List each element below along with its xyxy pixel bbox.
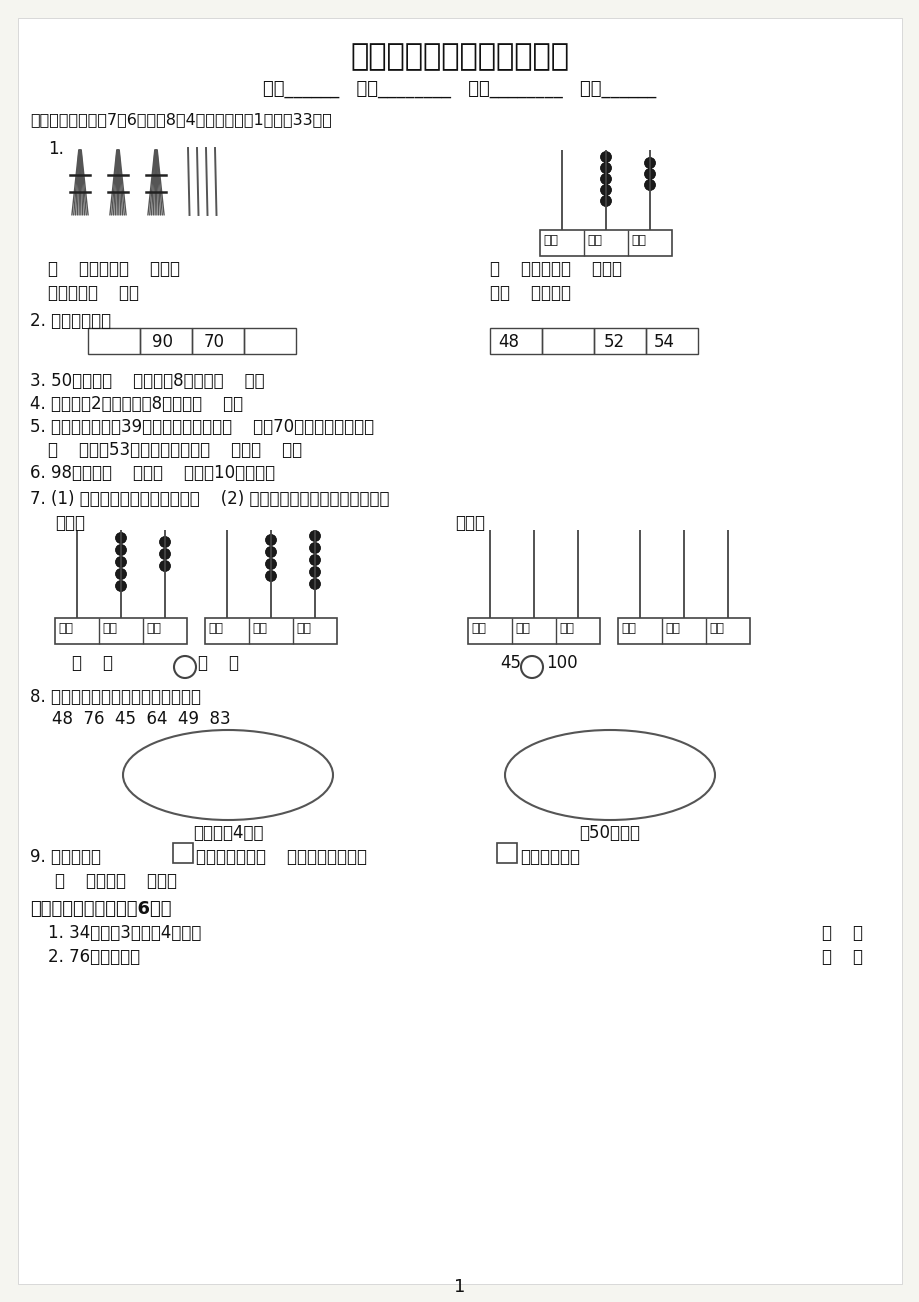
Text: 百位: 百位 <box>208 622 222 635</box>
Circle shape <box>644 168 655 180</box>
Bar <box>468 618 599 644</box>
Text: 个位: 个位 <box>709 622 723 635</box>
Text: （    ），和53相邻的两个数是（    ）和（    ）。: （ ），和53相邻的两个数是（ ）和（ ）。 <box>48 441 301 460</box>
Text: 百位: 百位 <box>620 622 635 635</box>
Bar <box>618 618 749 644</box>
Text: 2. 按规律填数。: 2. 按规律填数。 <box>30 312 111 329</box>
Text: 一、填一填。（第7题6分，第8题4分，其余每空1分，共33分）: 一、填一填。（第7题6分，第8题4分，其余每空1分，共33分） <box>30 112 332 128</box>
Bar <box>192 328 244 354</box>
Text: （    ）形或（    ）形。: （ ）形或（ ）形。 <box>55 872 176 891</box>
Circle shape <box>600 195 611 207</box>
Text: 52: 52 <box>604 333 624 352</box>
Text: 90: 90 <box>152 333 173 352</box>
Text: 比50大的数: 比50大的数 <box>579 824 640 842</box>
Text: 百位: 百位 <box>58 622 73 635</box>
Circle shape <box>309 566 320 578</box>
Bar <box>88 328 140 354</box>
Text: 2. 76读作七六。: 2. 76读作七六。 <box>48 948 140 966</box>
Circle shape <box>600 173 611 185</box>
Text: 个位: 个位 <box>146 622 161 635</box>
Circle shape <box>309 530 320 542</box>
Text: 二、我是小法官。（共6分）: 二、我是小法官。（共6分） <box>30 900 171 918</box>
Text: 一年级数学下册期中检测卷: 一年级数学下册期中检测卷 <box>350 42 569 72</box>
Text: 1. 34里面有3个一和4个十。: 1. 34里面有3个一和4个十。 <box>48 924 201 943</box>
Circle shape <box>600 151 611 163</box>
Circle shape <box>116 581 127 591</box>
Text: 1: 1 <box>454 1279 465 1295</box>
Bar <box>55 618 187 644</box>
Text: 4. 个位上是2，十位上是8的数是（    ）。: 4. 个位上是2，十位上是8的数是（ ）。 <box>30 395 243 413</box>
Text: 54: 54 <box>653 333 675 352</box>
Text: 8. 选择合适的数填在相应的圆圈里。: 8. 选择合适的数填在相应的圆圈里。 <box>30 687 200 706</box>
Text: 十位: 十位 <box>252 622 267 635</box>
Circle shape <box>266 559 277 569</box>
Text: （    ）: （ ） <box>72 654 113 672</box>
Circle shape <box>159 560 170 572</box>
Circle shape <box>159 536 170 548</box>
Circle shape <box>644 180 655 190</box>
Circle shape <box>266 547 277 557</box>
Circle shape <box>116 533 127 543</box>
Bar <box>140 328 192 354</box>
Bar <box>244 328 296 354</box>
Bar <box>594 328 645 354</box>
Circle shape <box>644 158 655 168</box>
Circle shape <box>309 543 320 553</box>
Circle shape <box>266 570 277 582</box>
Text: 可以拼成一个（    ）形，四个同样的: 可以拼成一个（ ）形，四个同样的 <box>196 848 367 866</box>
Circle shape <box>309 578 320 590</box>
Text: 48: 48 <box>497 333 518 352</box>
Text: 6. 98再加上（    ）个（    ）就是10个十了。: 6. 98再加上（ ）个（ ）就是10个十了。 <box>30 464 275 482</box>
Text: 十位: 十位 <box>102 622 117 635</box>
Bar <box>173 842 193 863</box>
Text: 5. 一个一个地数，39前面的第二个数是（    ），70后面的第二个数是: 5. 一个一个地数，39前面的第二个数是（ ），70后面的第二个数是 <box>30 418 374 436</box>
Text: 45: 45 <box>499 654 520 672</box>
Text: 百位: 百位 <box>471 622 485 635</box>
Text: 大小。: 大小。 <box>55 514 85 533</box>
Text: 班级______   考号________   姓名________   总分______: 班级______ 考号________ 姓名________ 总分______ <box>263 79 656 98</box>
Text: 100: 100 <box>545 654 577 672</box>
Text: （    ）: （ ） <box>821 924 862 943</box>
Circle shape <box>159 548 170 560</box>
Circle shape <box>116 544 127 556</box>
Text: 1.: 1. <box>48 141 63 158</box>
Text: 3. 50里面有（    ）个十；8个十是（    ）。: 3. 50里面有（ ）个十；8个十是（ ）。 <box>30 372 265 391</box>
Circle shape <box>266 535 277 546</box>
Bar <box>541 328 594 354</box>
Text: 9. 两个同样的: 9. 两个同样的 <box>30 848 101 866</box>
Circle shape <box>116 556 127 568</box>
Bar <box>205 618 336 644</box>
Text: 十位: 十位 <box>586 234 601 247</box>
Text: 个位: 个位 <box>296 622 311 635</box>
Text: 十位: 十位 <box>515 622 529 635</box>
Bar <box>496 842 516 863</box>
Text: 大小。: 大小。 <box>455 514 484 533</box>
Text: （    ）: （ ） <box>198 654 239 672</box>
Text: 百位: 百位 <box>542 234 558 247</box>
Text: 个位: 个位 <box>630 234 645 247</box>
Bar <box>645 328 698 354</box>
Circle shape <box>309 555 320 565</box>
Bar <box>490 328 541 354</box>
Text: （    ）里面有（    ）个十: （ ）里面有（ ）个十 <box>490 260 621 279</box>
Text: 十位: 十位 <box>664 622 679 635</box>
Text: （    ）: （ ） <box>821 948 862 966</box>
Circle shape <box>600 185 611 195</box>
Bar <box>539 230 671 256</box>
Text: 合起来是（    ）。: 合起来是（ ）。 <box>48 284 139 302</box>
Circle shape <box>600 163 611 173</box>
Text: 70: 70 <box>204 333 225 352</box>
Text: 可以拼成一个: 可以拼成一个 <box>519 848 579 866</box>
Text: 48  76  45  64  49  83: 48 76 45 64 49 83 <box>52 710 231 728</box>
Text: 7. (1) 先根据计数器写数，再比较    (2) 先在计数器上画出珠子，再比较: 7. (1) 先根据计数器写数，再比较 (2) 先在计数器上画出珠子，再比较 <box>30 490 389 508</box>
Text: 和（    ）个一。: 和（ ）个一。 <box>490 284 571 302</box>
Text: 十位上是4的数: 十位上是4的数 <box>193 824 263 842</box>
Circle shape <box>116 569 127 579</box>
Text: （    ）个十和（    ）个一: （ ）个十和（ ）个一 <box>48 260 180 279</box>
Text: 个位: 个位 <box>559 622 573 635</box>
